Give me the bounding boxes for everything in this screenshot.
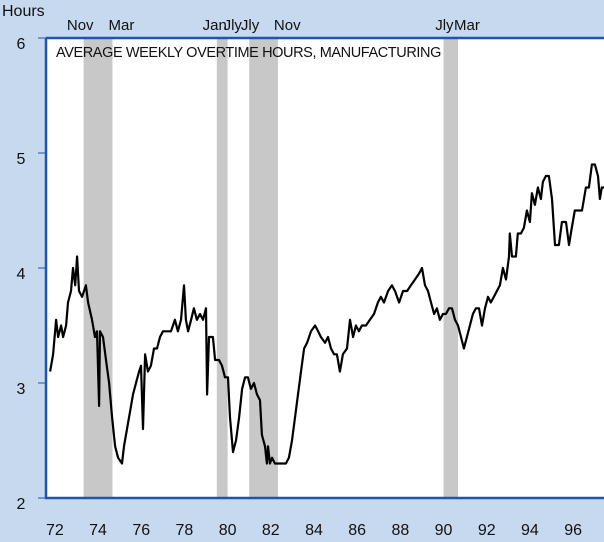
recession-start-label: Jan bbox=[203, 17, 227, 34]
x-tick-label: 86 bbox=[348, 522, 366, 539]
recession-end-label: Nov bbox=[274, 17, 301, 34]
chart-title: AVERAGE WEEKLY OVERTIME HOURS, MANUFACTU… bbox=[56, 45, 441, 61]
recession-shade bbox=[249, 38, 278, 498]
recession-start-label: Jly bbox=[241, 17, 260, 34]
x-tick-label: 72 bbox=[46, 522, 64, 539]
x-tick-label: 84 bbox=[305, 522, 323, 539]
recession-shade bbox=[443, 38, 459, 498]
data-line bbox=[49, 163, 604, 465]
recession-end-label: Mar bbox=[454, 17, 480, 34]
y-tick-label: 4 bbox=[17, 266, 26, 283]
x-tick-label: 78 bbox=[176, 522, 194, 539]
y-tick-label: 3 bbox=[17, 381, 26, 398]
recession-shade bbox=[83, 38, 113, 498]
y-tick-label: 6 bbox=[17, 36, 26, 53]
marks bbox=[49, 163, 604, 465]
x-tick-label: 80 bbox=[219, 522, 237, 539]
recession-shades bbox=[83, 38, 459, 498]
recession-end-label: Mar bbox=[109, 17, 135, 34]
plot-area bbox=[46, 38, 604, 498]
recession-end-label: Jly bbox=[224, 17, 243, 34]
x-tick-label: 94 bbox=[521, 522, 539, 539]
y-axis-label: Hours bbox=[2, 3, 45, 20]
x-tick-label: 92 bbox=[478, 522, 496, 539]
x-tick-label: 96 bbox=[564, 522, 582, 539]
y-tick-label: 5 bbox=[17, 151, 26, 168]
x-tick-label: 74 bbox=[89, 522, 107, 539]
x-tick-label: 90 bbox=[435, 522, 453, 539]
y-tick-label: 2 bbox=[17, 496, 26, 513]
recession-shade bbox=[216, 38, 228, 498]
x-tick-label: 76 bbox=[132, 522, 150, 539]
x-tick-label: 82 bbox=[262, 522, 280, 539]
recession-start-label: Jly bbox=[435, 17, 454, 34]
recession-start-label: Nov bbox=[67, 17, 94, 34]
x-tick-label: 88 bbox=[391, 522, 409, 539]
